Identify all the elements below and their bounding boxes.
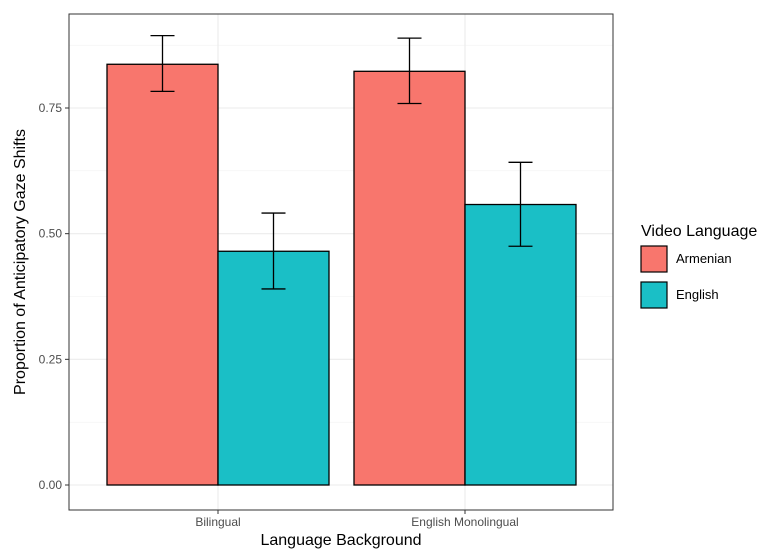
legend: Video Language Armenian English <box>640 223 757 309</box>
y-tick-label: 0.50 <box>39 227 63 241</box>
y-axis: 0.00 0.25 0.50 0.75 <box>39 101 69 492</box>
legend-label-armenian: Armenian <box>676 251 732 266</box>
bars-layer <box>106 63 577 486</box>
plot-panel-border <box>68 13 614 511</box>
bar-english-0 <box>217 250 330 486</box>
x-axis: Bilingual English Monolingual <box>195 510 519 529</box>
y-axis-title: Proportion of Anticipatory Gaze Shifts <box>12 129 29 395</box>
legend-key-english <box>640 281 668 309</box>
legend-title: Video Language <box>641 223 757 240</box>
y-tick-label: 0.25 <box>39 352 63 366</box>
y-tick-label: 0.00 <box>39 478 63 492</box>
x-tick-label: English Monolingual <box>411 515 518 529</box>
bar-armenian-0 <box>106 63 219 486</box>
x-tick-label: Bilingual <box>195 515 240 529</box>
bar-armenian-1 <box>353 70 466 486</box>
bar-english-1 <box>464 203 577 486</box>
error-bars-layer <box>150 34 533 290</box>
legend-key-armenian <box>640 245 668 273</box>
legend-label-english: English <box>676 287 719 302</box>
x-axis-title: Language Background <box>260 532 421 549</box>
y-tick-label: 0.75 <box>39 101 63 115</box>
